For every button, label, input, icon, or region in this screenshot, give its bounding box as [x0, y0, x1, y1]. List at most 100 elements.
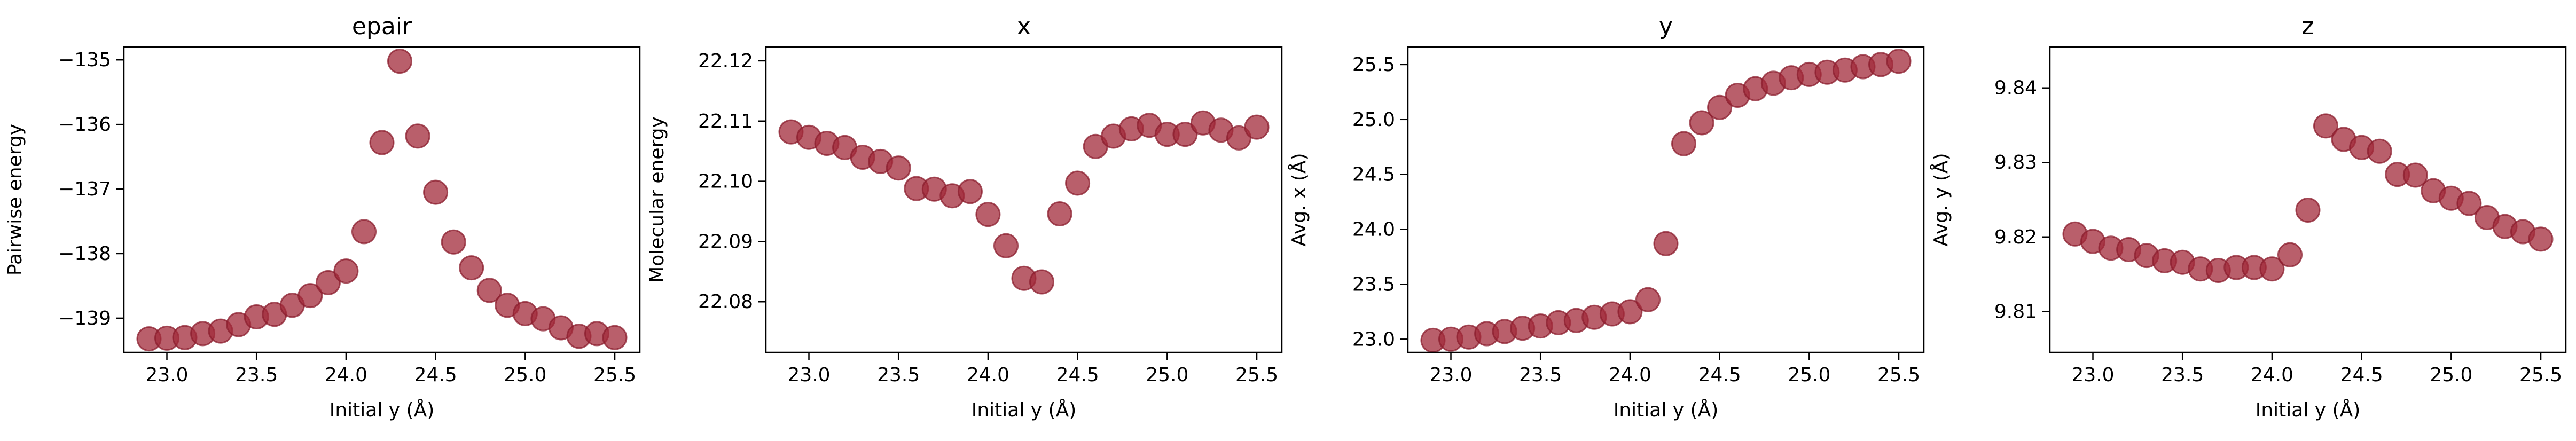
y-tick-label: 9.83: [1994, 152, 2037, 174]
axes-frame: [765, 46, 1283, 353]
x-axis-ticks: 23.0 23.5 24.0 24.5 25.0 25.5: [145, 352, 636, 386]
x-tick-label: 23.5: [1519, 364, 1562, 386]
data-point: [1653, 231, 1679, 256]
axes-frame: [2049, 46, 2567, 353]
y-tick-label: 24.5: [1352, 164, 1395, 186]
x-tick-label: 25.0: [1146, 364, 1188, 386]
scatter-series: [778, 110, 1270, 295]
data-point: [297, 283, 323, 309]
x-tick-label: 24.5: [414, 364, 457, 386]
data-point: [1707, 94, 1733, 120]
data-point: [1065, 170, 1091, 196]
x-tick-label: 23.0: [2071, 364, 2114, 386]
y-axis-ticks: 23.0 23.5 24.0 24.5 25.0 25.5: [1352, 54, 1408, 350]
y-axis-label: Pairwise energy: [4, 124, 26, 275]
data-point: [2456, 191, 2482, 216]
data-point: [1635, 287, 1661, 312]
subplot-x: 23.0 23.5 24.0 24.5 25.0 25.522.0822.0922.102…: [646, 13, 1283, 421]
data-point: [602, 325, 628, 350]
x-tick-label: 23.5: [2161, 364, 2204, 386]
x-tick-label: 24.5: [2340, 364, 2383, 386]
x-axis-label: Initial y (Å): [330, 398, 435, 421]
data-point: [1029, 269, 1054, 295]
data-point: [405, 123, 430, 149]
y-tick-label: 22.08: [698, 291, 753, 313]
y-tick-label: 24.0: [1352, 219, 1395, 241]
y-tick-label: 9.84: [1994, 77, 2037, 99]
x-tick-label: 25.5: [1877, 364, 1920, 386]
y-axis-label: Molecular energy: [646, 116, 668, 283]
y-tick-label: −137: [58, 178, 111, 200]
data-point: [1689, 110, 1714, 136]
x-tick-label: 23.0: [1429, 364, 1472, 386]
data-point: [1886, 49, 1912, 74]
data-point: [369, 130, 395, 155]
x-axis-ticks: 23.0 23.5 24.0 24.5 25.0 25.5: [2071, 352, 2562, 386]
scatter-series: [1420, 49, 1912, 353]
x-tick-label: 23.0: [787, 364, 830, 386]
y-tick-label: 23.5: [1352, 273, 1395, 295]
y-tick-label: 22.09: [698, 231, 753, 253]
data-point: [333, 258, 359, 284]
data-point: [441, 229, 466, 255]
data-point: [993, 233, 1019, 258]
x-tick-label: 23.0: [145, 364, 188, 386]
subplot-epair: 23.0 23.5 24.0 24.5 25.0 25.5 −139 −138 −137 −136…: [4, 13, 641, 421]
y-tick-label: −138: [58, 243, 111, 265]
x-tick-label: 25.5: [2519, 364, 2562, 386]
y-tick-label: 9.81: [1994, 301, 2037, 322]
data-point: [387, 49, 412, 74]
x-tick-label: 25.0: [1788, 364, 1830, 386]
y-tick-label: −135: [58, 49, 111, 71]
subplot-title: z: [2301, 13, 2314, 40]
y-axis-label: Avg. y (Å): [1929, 153, 1952, 246]
y-tick-label: 22.10: [698, 171, 753, 193]
x-axis-label: Initial y (Å): [972, 398, 1077, 421]
data-point: [351, 219, 377, 245]
x-axis-label: Initial y (Å): [1614, 398, 1719, 421]
data-point: [2259, 256, 2285, 282]
x-tick-label: 24.5: [1698, 364, 1741, 386]
data-point: [2277, 242, 2303, 267]
y-tick-label: −136: [58, 114, 111, 136]
x-tick-label: 24.0: [325, 364, 367, 386]
data-point: [2313, 113, 2338, 139]
x-tick-label: 24.0: [2251, 364, 2293, 386]
x-tick-label: 25.5: [593, 364, 636, 386]
subplot-title: epair: [352, 13, 412, 40]
scatter-series: [2062, 113, 2554, 283]
x-tick-label: 24.0: [1609, 364, 1651, 386]
axes-frame: [123, 46, 641, 353]
y-tick-label: 9.82: [1994, 226, 2037, 248]
y-tick-label: 22.11: [698, 111, 753, 132]
data-point: [423, 179, 449, 205]
y-tick-label: 22.12: [698, 50, 753, 72]
subplot-y: 23.0 23.5 24.0 24.5 25.0 25.5 23.0 23.5 24.0 24.5…: [1287, 13, 1925, 421]
x-axis-ticks: 23.0 23.5 24.0 24.5 25.0 25.5: [787, 352, 1278, 386]
y-tick-label: 25.5: [1352, 54, 1395, 76]
data-point: [886, 155, 911, 181]
scatter-series: [136, 49, 628, 352]
y-tick-label: 23.0: [1352, 328, 1395, 350]
data-point: [2367, 138, 2392, 164]
data-point: [2528, 226, 2554, 252]
data-point: [1172, 122, 1198, 147]
data-point: [459, 255, 484, 281]
data-point: [957, 179, 983, 204]
data-point: [315, 270, 341, 295]
x-tick-label: 25.0: [2430, 364, 2472, 386]
subplot-title: x: [1017, 13, 1031, 40]
data-point: [2402, 162, 2428, 188]
data-point: [975, 202, 1001, 227]
subplot-grid: 23.0 23.5 24.0 24.5 25.0 25.5 −139 −138 −137 −136…: [4, 13, 2567, 421]
subplot-title: y: [1659, 13, 1673, 40]
y-axis-ticks: 22.08 22.09 22.10 22.11 22.12: [698, 50, 766, 313]
y-tick-label: 25.0: [1352, 109, 1395, 131]
data-point: [2295, 198, 2321, 223]
subplot-z: 23.0 23.5 24.0 24.5 25.0 25.5 9.81 9.82 9.83 9.84…: [1929, 13, 2567, 421]
x-tick-label: 25.5: [1235, 364, 1278, 386]
data-point: [1244, 114, 1270, 140]
axes-frame: [1407, 46, 1925, 353]
data-point: [476, 278, 502, 303]
